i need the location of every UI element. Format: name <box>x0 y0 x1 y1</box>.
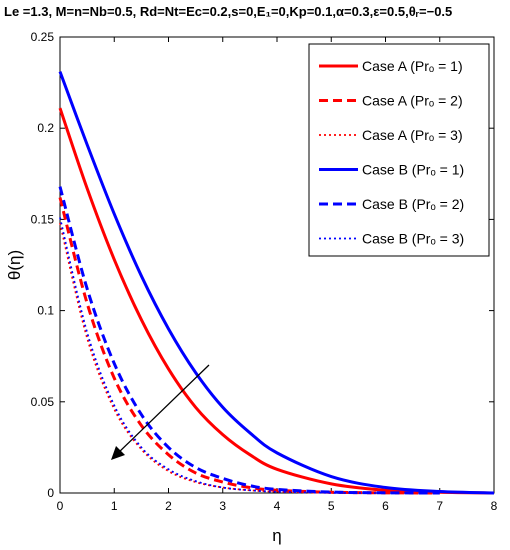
x-tick-label: 5 <box>328 499 335 513</box>
x-tick-label: 8 <box>491 499 498 513</box>
x-tick-label: 2 <box>165 499 172 513</box>
series-line-5 <box>59 217 386 494</box>
x-tick-label: 7 <box>436 499 443 513</box>
x-tick-label: 6 <box>382 499 389 513</box>
x-tick-label: 0 <box>57 499 64 513</box>
legend-label-4: Case B (Prₒ = 2) <box>362 196 464 212</box>
series-line-3 <box>58 71 495 495</box>
y-axis-label: θ(η) <box>5 250 24 280</box>
trend-arrow-shaft <box>115 364 210 456</box>
x-tick-label: 4 <box>274 499 281 513</box>
x-axis-label: η <box>272 526 281 545</box>
x-axis: 0 1 2 3 4 5 6 7 8 <box>57 37 498 513</box>
legend-label-1: Case A (Prₒ = 2) <box>362 93 463 109</box>
series-layer <box>58 71 495 495</box>
legend-label-2: Case A (Prₒ = 3) <box>362 127 463 143</box>
chart-title: Le =1.3, M=n=Nb=0.5, Rd=Nt=Ec=0.2,s=0,E₁… <box>4 4 452 19</box>
series-line-0 <box>58 107 495 495</box>
trend-arrow <box>111 364 210 460</box>
y-tick-label: 0 <box>47 486 54 500</box>
legend: Case A (Prₒ = 1) Case A (Prₒ = 2) Case A (… <box>308 43 490 257</box>
y-tick-label: 0.15 <box>31 212 55 226</box>
y-tick-label: 0.1 <box>37 304 54 318</box>
series-line-1 <box>58 197 440 495</box>
y-axis: 0 0.05 0.1 0.15 0.2 0.25 <box>31 30 494 500</box>
y-tick-label: 0.25 <box>31 30 55 44</box>
trend-arrow-head <box>111 446 125 460</box>
legend-label-3: Case B (Prₒ = 1) <box>362 162 464 178</box>
y-tick-label: 0.2 <box>37 121 54 135</box>
legend-label-0: Case A (Prₒ = 1) <box>362 58 463 74</box>
series-line-4 <box>58 186 440 495</box>
series-line-2 <box>59 222 386 494</box>
x-tick-label: 1 <box>111 499 118 513</box>
legend-box <box>308 43 490 257</box>
x-tick-label: 3 <box>219 499 226 513</box>
legend-label-5: Case B (Prₒ = 3) <box>362 231 464 247</box>
y-tick-label: 0.05 <box>31 395 55 409</box>
